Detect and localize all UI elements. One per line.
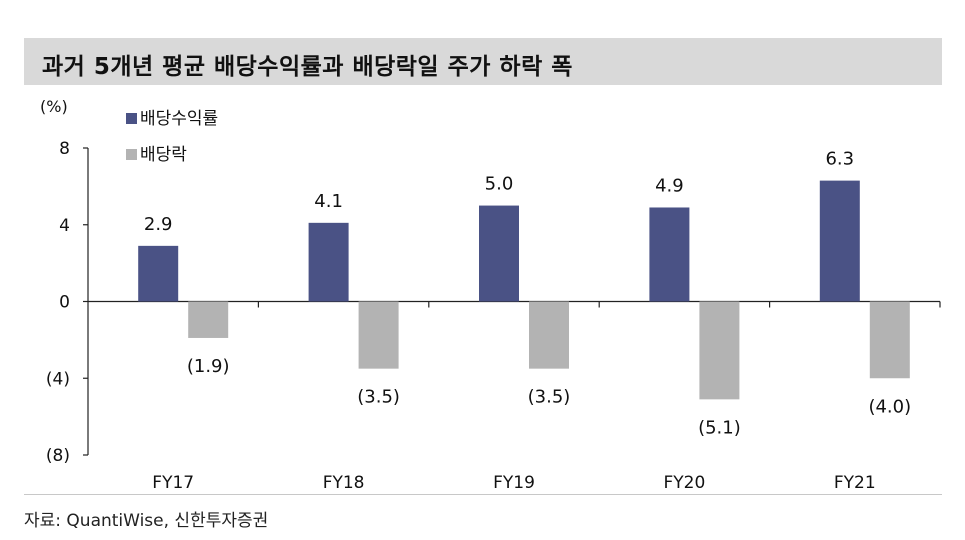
data-label: 5.0 <box>485 174 514 195</box>
bar <box>819 180 860 302</box>
data-label: 2.9 <box>144 214 173 235</box>
data-label: (3.5) <box>357 387 400 408</box>
data-label: 6.3 <box>825 149 854 170</box>
bar-chart: 8 4 0 (4) (8) FY17 FY18 FY19 FY20 FY21 2.9 4.1 5.0 4.… <box>46 109 941 493</box>
bar <box>479 205 519 302</box>
bottom-divider <box>24 494 942 495</box>
y-axis-unit: (%) <box>40 97 68 116</box>
y-tick-label: (4) <box>46 369 70 389</box>
bar <box>649 207 690 302</box>
x-tick-label: FY18 <box>323 473 365 493</box>
x-tick-label: FY20 <box>664 473 706 493</box>
data-label: 4.1 <box>314 191 343 212</box>
y-tick-label: 0 <box>59 293 70 313</box>
x-tick-label: FY19 <box>493 473 535 493</box>
chart-title: 과거 5개년 평균 배당수익률과 배당락일 주가 하락 폭 <box>42 54 573 80</box>
bar <box>138 245 179 302</box>
bar <box>308 222 349 302</box>
legend-label: 배당락 <box>140 145 187 165</box>
x-tick-label: FY21 <box>834 473 876 493</box>
bar <box>869 301 910 379</box>
legend-label: 배당수익률 <box>140 109 218 129</box>
data-label: (4.0) <box>868 396 911 417</box>
legend-swatch <box>126 149 137 160</box>
legend-swatch <box>126 113 137 124</box>
bar <box>529 301 569 369</box>
data-label: (3.5) <box>528 387 571 408</box>
title-bar: 과거 5개년 평균 배당수익률과 배당락일 주가 하락 폭 <box>24 38 942 85</box>
x-tick-label: FY17 <box>152 473 194 493</box>
y-tick-label: 4 <box>59 216 70 236</box>
data-label: (1.9) <box>187 356 230 377</box>
data-label: 4.9 <box>655 175 684 196</box>
source-note: 자료: QuantiWise, 신한투자증권 <box>24 511 269 531</box>
y-tick-label: 8 <box>59 139 70 159</box>
y-tick-label: (8) <box>46 446 70 466</box>
bar <box>358 301 399 369</box>
bar <box>699 301 740 400</box>
bar <box>188 301 229 338</box>
data-label: (5.1) <box>698 417 741 438</box>
